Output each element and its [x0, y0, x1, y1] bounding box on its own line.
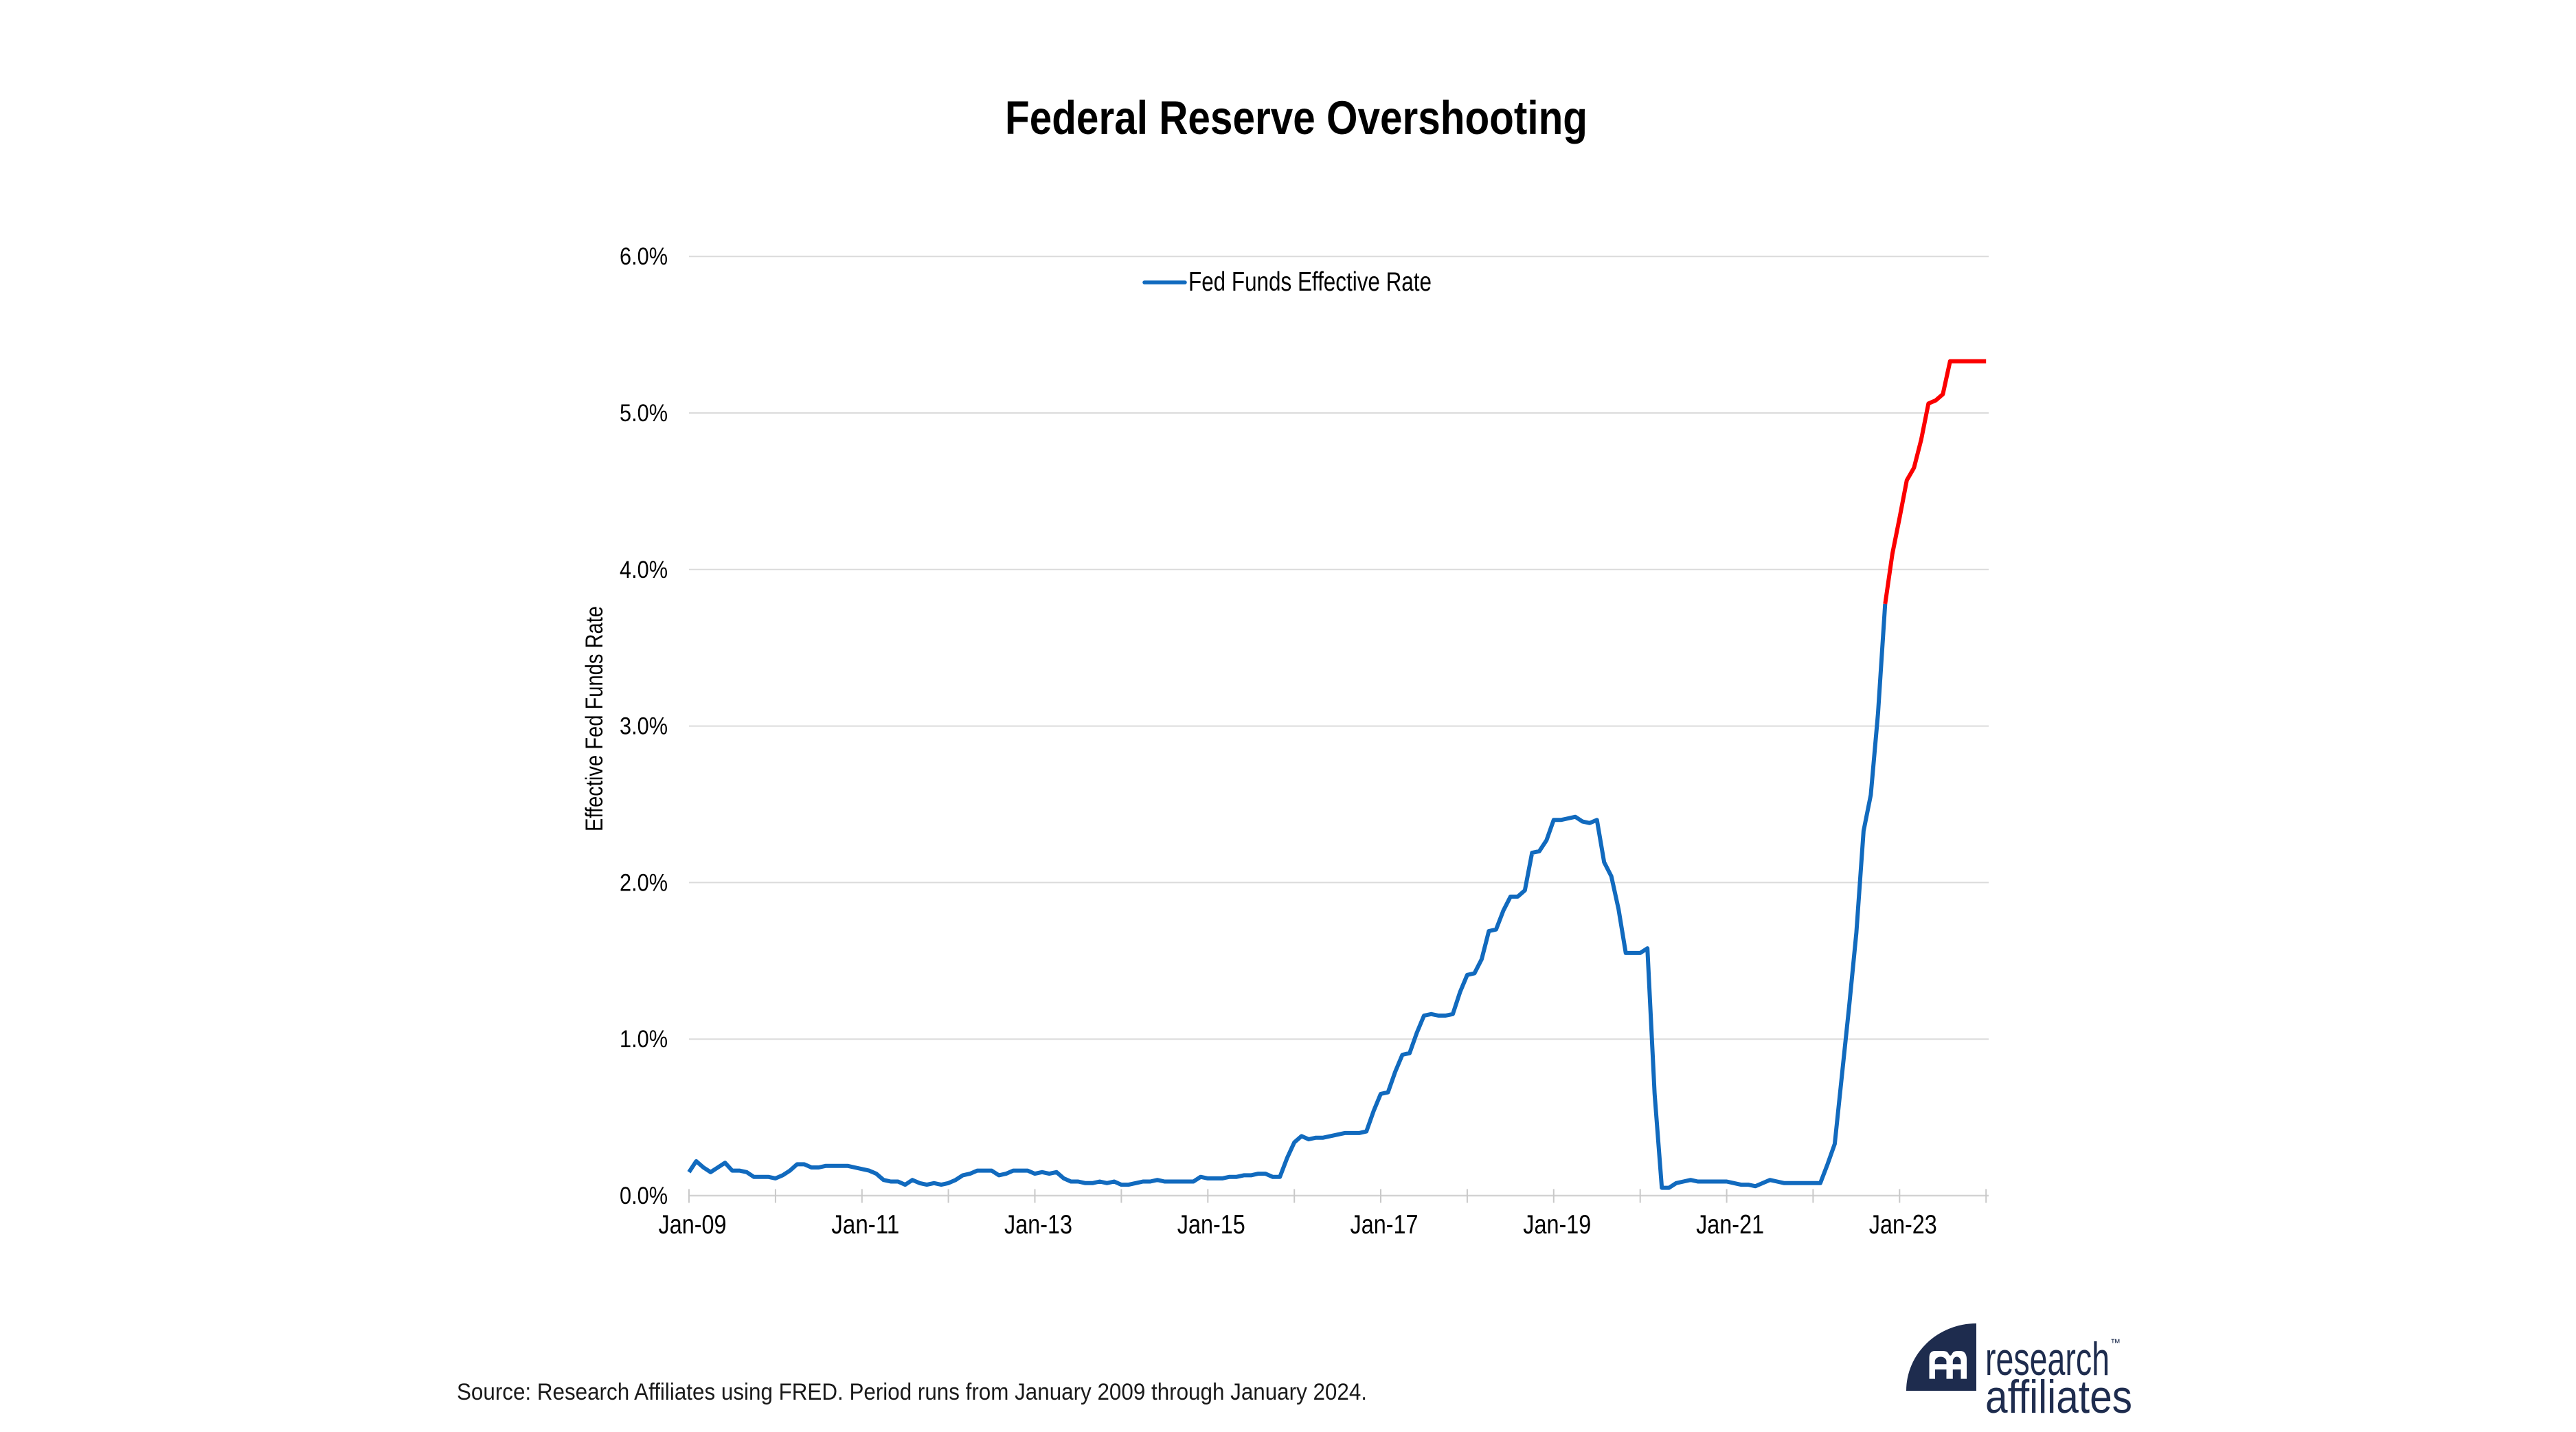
svg-text:™: ™	[2110, 1337, 2121, 1349]
svg-text:Jan-23: Jan-23	[1869, 1210, 1937, 1240]
svg-text:Effective Fed Funds Rate: Effective Fed Funds Rate	[581, 606, 608, 831]
svg-text:0.0%: 0.0%	[620, 1182, 668, 1209]
svg-text:6.0%: 6.0%	[620, 243, 668, 270]
svg-text:Fed Funds Effective Rate: Fed Funds Effective Rate	[1188, 267, 1432, 297]
svg-text:Federal Reserve Overshooting: Federal Reserve Overshooting	[1005, 91, 1588, 144]
svg-text:2.0%: 2.0%	[620, 869, 668, 896]
svg-text:Jan-19: Jan-19	[1523, 1210, 1591, 1240]
svg-text:Jan-17: Jan-17	[1351, 1210, 1419, 1240]
svg-text:affiliates: affiliates	[1985, 1371, 2132, 1423]
svg-text:1.0%: 1.0%	[620, 1025, 668, 1053]
svg-text:3.0%: 3.0%	[620, 713, 668, 740]
svg-text:Source: Research Affiliates us: Source: Research Affiliates using FRED. …	[457, 1379, 1367, 1405]
svg-text:Jan-13: Jan-13	[1004, 1210, 1072, 1240]
svg-text:research: research	[1985, 1333, 2110, 1385]
svg-text:Jan-09: Jan-09	[659, 1210, 727, 1240]
svg-text:Jan-11: Jan-11	[831, 1210, 899, 1240]
svg-text:5.0%: 5.0%	[620, 399, 668, 427]
svg-text:4.0%: 4.0%	[620, 556, 668, 583]
svg-text:Jan-21: Jan-21	[1696, 1210, 1764, 1240]
svg-text:Jan-15: Jan-15	[1177, 1210, 1245, 1240]
